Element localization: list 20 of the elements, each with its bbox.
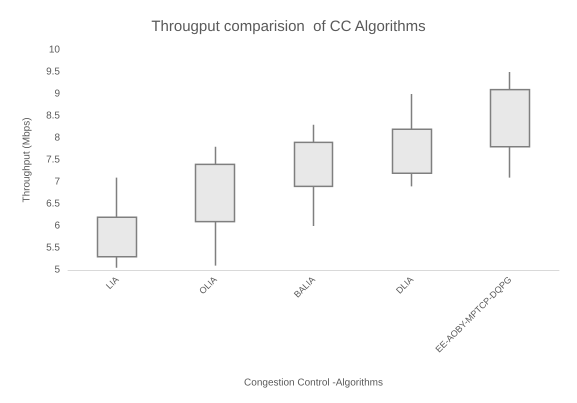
candlestick bbox=[194, 146, 236, 266]
y-tick-label: 5 bbox=[54, 264, 60, 276]
y-tick-label: 6 bbox=[54, 220, 60, 232]
candlestick bbox=[490, 71, 530, 178]
y-tick-label: 6.5 bbox=[46, 198, 60, 210]
y-tick-label: 9 bbox=[54, 88, 60, 100]
candlestick bbox=[96, 176, 138, 269]
candlestick bbox=[294, 124, 334, 227]
y-tick-label: 10 bbox=[48, 44, 60, 56]
x-tick-label: LIA bbox=[104, 274, 121, 292]
y-tick-label: 5.5 bbox=[46, 242, 60, 254]
x-axis-title: Congestion Control -Algorithms bbox=[244, 378, 383, 388]
chart-title: Througput comparision of CC Algorithms bbox=[151, 18, 426, 35]
y-tick-label: 7 bbox=[54, 176, 60, 188]
candlestick bbox=[392, 93, 432, 188]
y-axis-title: Throughput (Mbps) bbox=[22, 117, 32, 203]
y-tick-label: 9.5 bbox=[46, 66, 60, 78]
y-tick-label: 8.5 bbox=[46, 110, 60, 122]
y-tick-label: 7.5 bbox=[46, 154, 60, 166]
y-tick-label: 8 bbox=[54, 132, 60, 144]
